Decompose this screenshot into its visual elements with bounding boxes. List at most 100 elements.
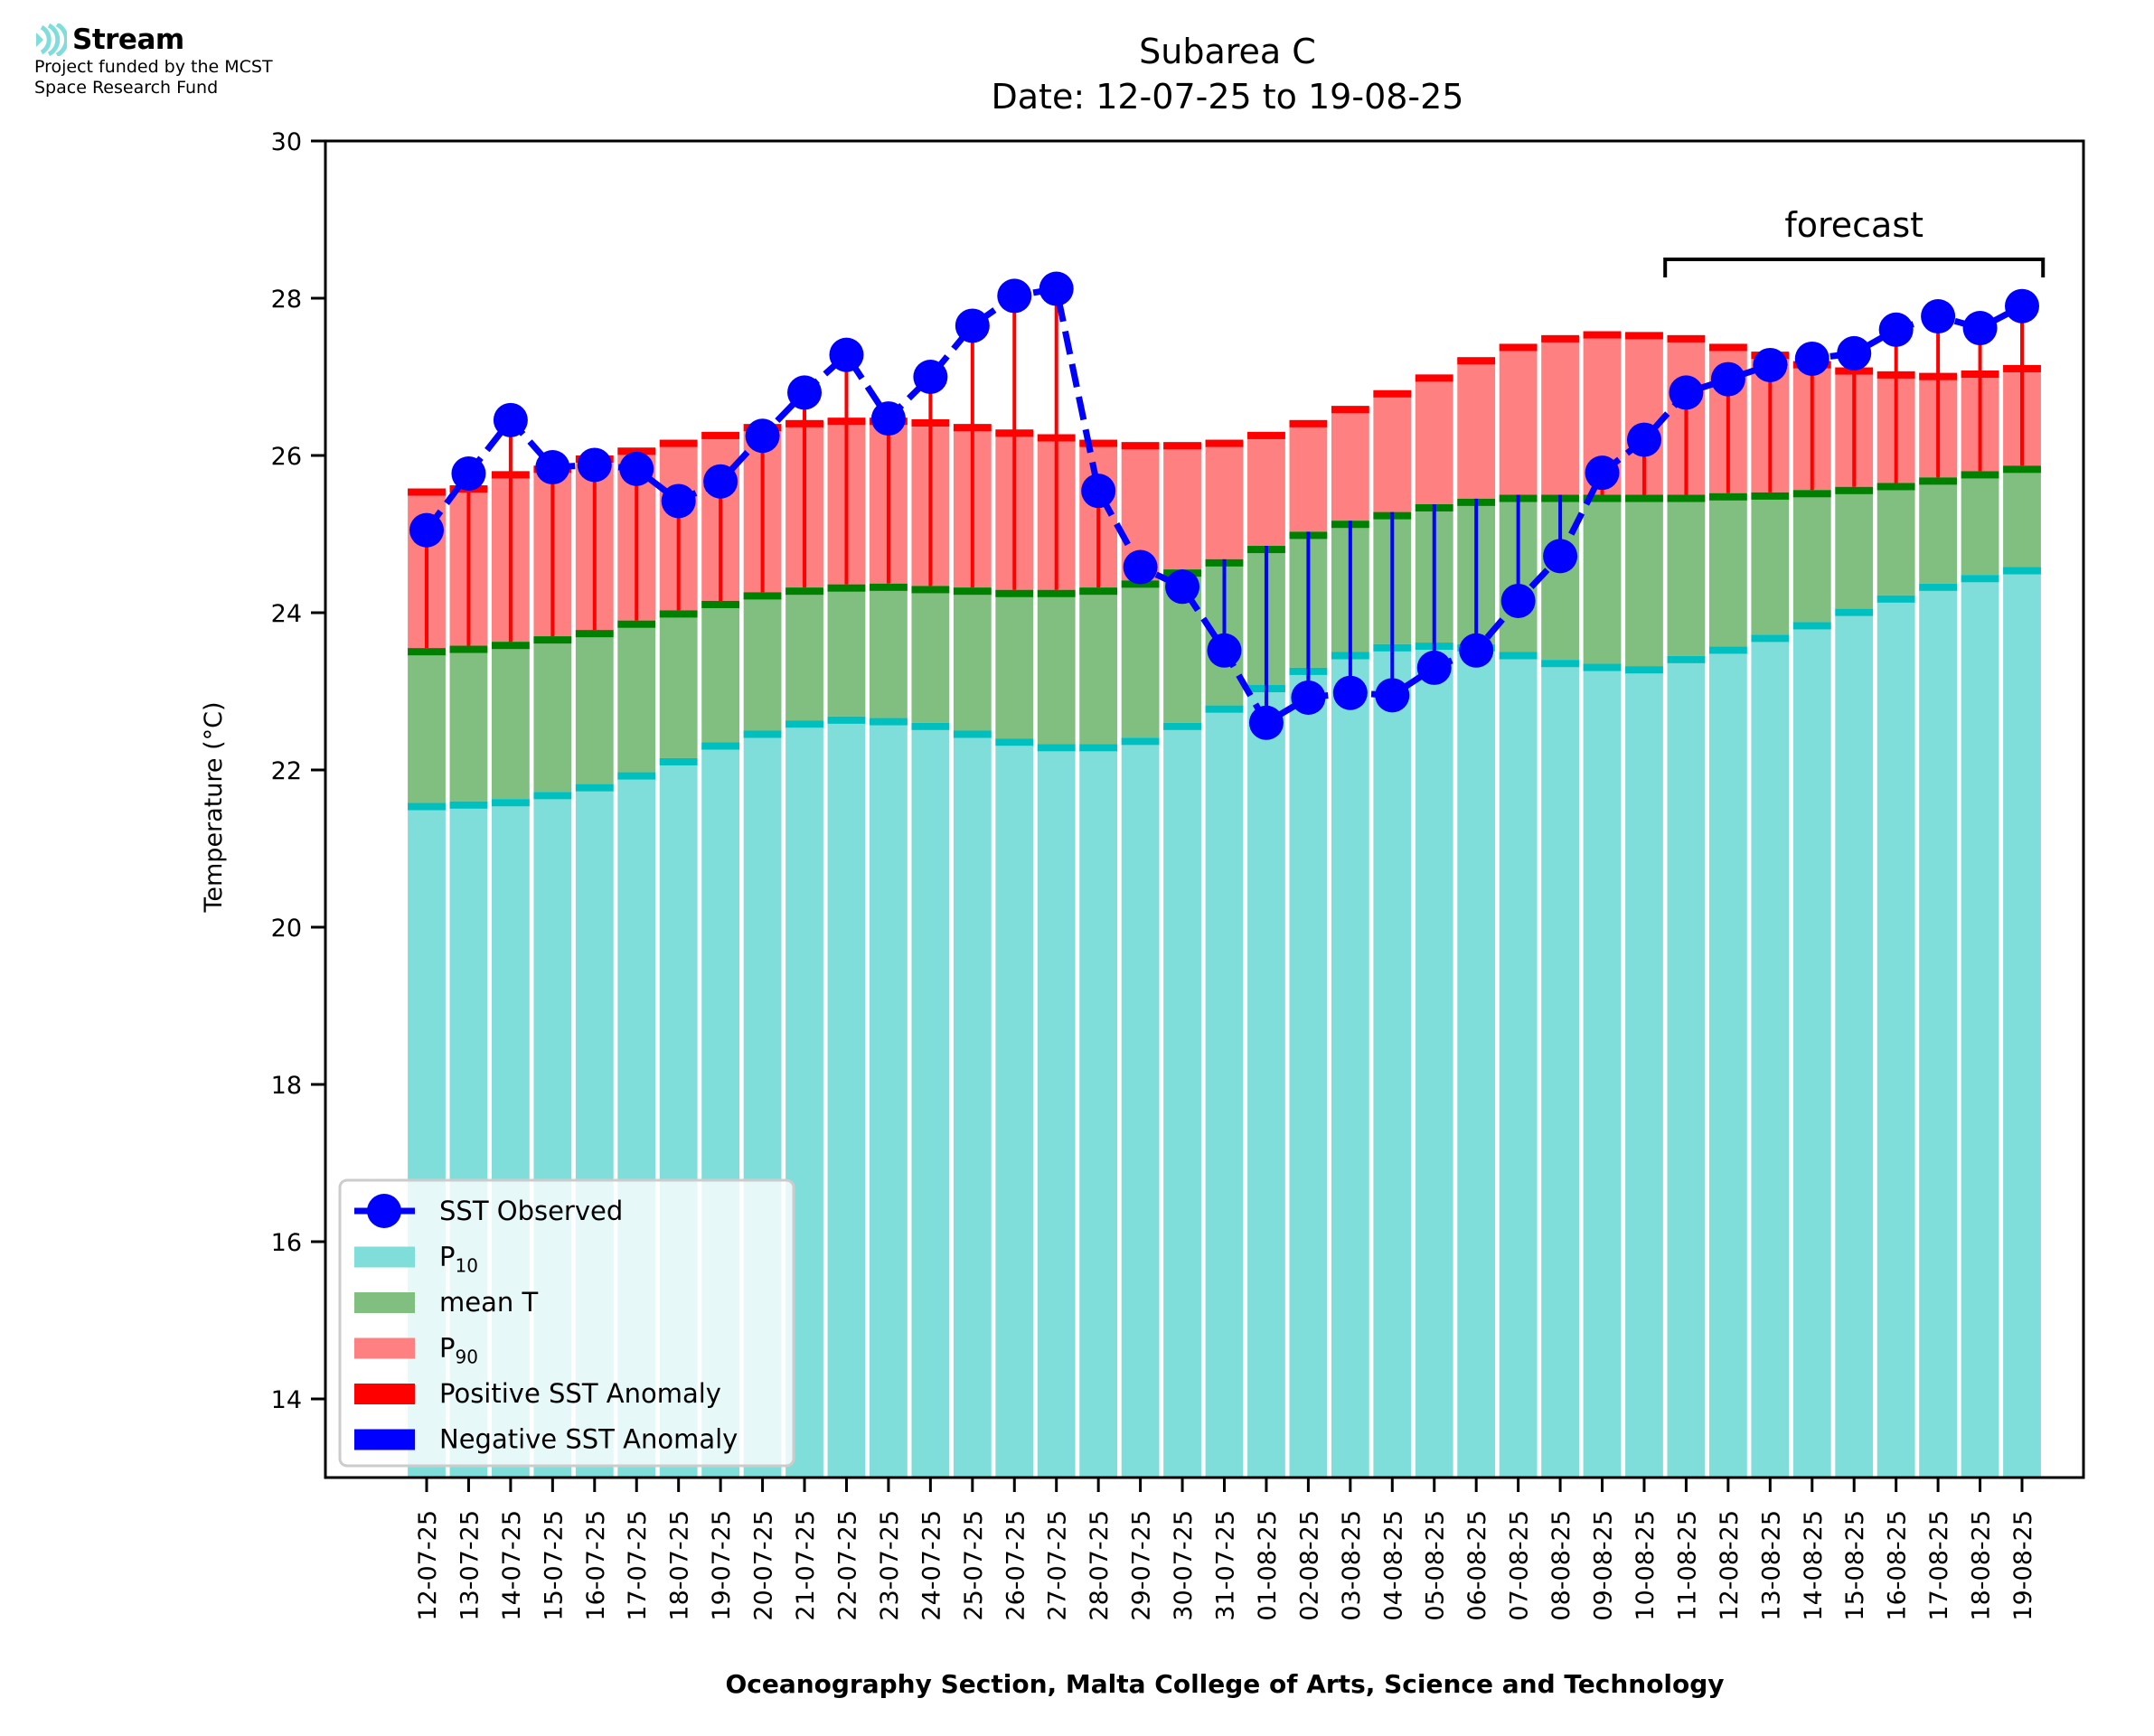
p10-bar-top [1079, 744, 1118, 752]
y-axis-label: Temperature (°C) [200, 701, 228, 913]
x-tick-label: 07-08-25 [1506, 1510, 1534, 1621]
mean-bar [1625, 494, 1663, 667]
mean-bar [995, 589, 1034, 739]
mean-bar [1667, 494, 1706, 656]
observed-point [1039, 271, 1074, 306]
legend-label: mean T [439, 1287, 538, 1318]
mean-bar-top [1625, 494, 1663, 502]
mean-bar-top [1919, 477, 1958, 485]
p10-bar [2003, 567, 2041, 1478]
p10-bar-top [617, 772, 656, 780]
observed-point [955, 308, 990, 343]
mean-bar-top [533, 636, 572, 644]
p10-bar-top [1163, 722, 1201, 730]
legend-label: SST Observed [439, 1196, 623, 1226]
p10-bar [1079, 744, 1118, 1478]
x-tick-label: 25-07-25 [960, 1510, 988, 1621]
p10-bar-top [1708, 646, 1747, 654]
x-tick-label: 09-08-25 [1590, 1510, 1618, 1621]
mean-bar-top [1961, 471, 1999, 479]
p90-bar [1415, 374, 1453, 504]
legend-label-text: SST Observed [439, 1196, 623, 1226]
observed-point [1165, 569, 1200, 605]
x-tick-label: 26-07-25 [1002, 1510, 1030, 1621]
legend-label-subscript: 90 [456, 1347, 478, 1368]
observed-point [1416, 650, 1452, 685]
mean-bar [449, 645, 488, 802]
mean-bar-top [449, 645, 488, 653]
p10-bar [1877, 595, 1915, 1478]
mean-bar-top [1792, 490, 1831, 498]
mean-bar-top [617, 620, 656, 628]
p10-bar-top [1205, 705, 1244, 713]
legend-label: P10 [439, 1242, 478, 1277]
mean-bar [1919, 477, 1958, 584]
x-tick-label: 10-08-25 [1632, 1510, 1660, 1621]
observed-point [1248, 705, 1284, 740]
x-tick-label: 18-08-25 [1968, 1510, 1996, 1621]
mean-bar-top [1667, 494, 1706, 502]
p10-bar-top [953, 730, 992, 738]
x-tick-label: 14-08-25 [1800, 1510, 1828, 1621]
observed-point [1291, 680, 1326, 715]
p90-bar-top [1415, 374, 1453, 382]
x-tick-label: 23-07-25 [876, 1510, 904, 1621]
observed-point [997, 278, 1032, 314]
p10-bar-top [1961, 575, 1999, 583]
observed-point [1878, 312, 1914, 347]
mean-bar-top [1708, 493, 1747, 501]
p10-bar [870, 718, 908, 1478]
x-tick-label: 12-08-25 [1716, 1510, 1744, 1621]
p90-bar [1499, 343, 1538, 495]
legend-box [338, 1178, 795, 1468]
mean-bar-top [953, 587, 992, 596]
p10-bar-top [1583, 663, 1622, 671]
legend-label: Positive SST Anomaly [439, 1378, 721, 1409]
p90-bar [1289, 419, 1328, 532]
p10-bar-top [743, 730, 782, 738]
x-tick-label: 21-07-25 [792, 1510, 820, 1621]
p10-bar [1247, 685, 1285, 1478]
mean-bar-top [743, 592, 782, 600]
mean-bar [408, 648, 446, 803]
legend-label: Negative SST Anomaly [439, 1424, 738, 1455]
x-axis-label: Oceanography Section, Malta College of A… [725, 1669, 1724, 1699]
x-tick-label: 30-07-25 [1170, 1510, 1198, 1621]
observed-point [1332, 675, 1368, 710]
y-tick-label: 30 [271, 128, 302, 156]
p10-bar-top [1835, 608, 1874, 616]
p10-bar-top [408, 802, 446, 811]
p10-bar [827, 716, 866, 1478]
x-tick-label: 04-08-25 [1379, 1510, 1407, 1621]
p10-bar-top [911, 722, 950, 730]
y-tick-label: 28 [271, 286, 302, 314]
p90-bar-top [1583, 331, 1622, 339]
observed-point [2005, 288, 2039, 324]
p10-bar [995, 738, 1034, 1478]
p10-bar [1499, 652, 1538, 1478]
observed-point [913, 360, 948, 394]
axes-layer: 14 16 18 20 22 24 26 28 30 12-07-25 13-07-25 14-07-… [271, 128, 2085, 1621]
p10-bar [1961, 575, 1999, 1478]
forecast-label: forecast [1784, 205, 1924, 245]
mean-bar-top [995, 589, 1034, 597]
p10-bar-top [659, 757, 698, 765]
observed-point [535, 450, 570, 485]
observed-point [1626, 422, 1661, 457]
p90-bar-top [1541, 334, 1579, 343]
p10-bar-top [1499, 652, 1538, 660]
x-tick-label: 18-07-25 [666, 1510, 694, 1621]
p10-bar [1625, 666, 1663, 1478]
mean-bar [617, 620, 656, 773]
mean-bar [659, 610, 698, 758]
p10-bar [1331, 652, 1369, 1478]
observed-point [1459, 633, 1494, 668]
p90-bar [1373, 389, 1412, 512]
p90-bar-top [1331, 406, 1369, 414]
p10-bar [1457, 643, 1496, 1478]
p10-bar-top [1751, 634, 1790, 643]
p10-bar [1163, 722, 1201, 1478]
x-tick-label: 06-08-25 [1463, 1510, 1491, 1621]
mean-bar-top [1751, 492, 1790, 500]
p10-bar [1541, 660, 1579, 1478]
